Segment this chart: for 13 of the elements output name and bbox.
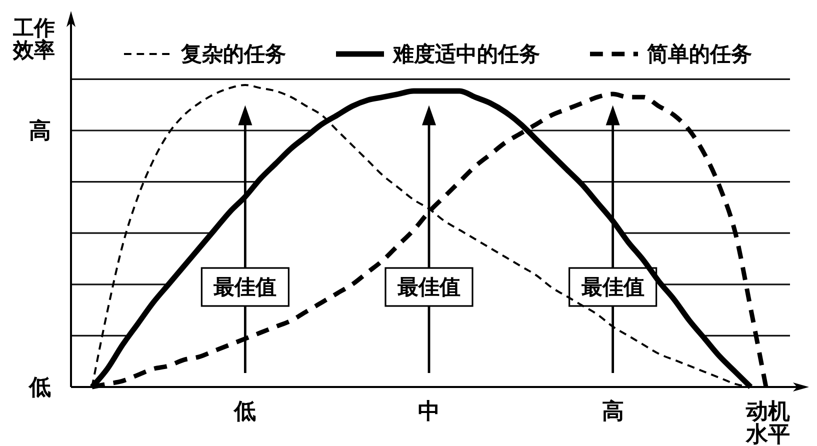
y-axis-title: 工作效率 bbox=[12, 16, 55, 62]
annotation: 最佳值 bbox=[212, 275, 277, 299]
legend-label: 难度适中的任务 bbox=[392, 42, 540, 66]
x-axis-title: 动机水平 bbox=[745, 398, 790, 446]
text: 低 bbox=[28, 374, 51, 400]
legend-label: 简单的任务 bbox=[646, 42, 752, 66]
legend-label: 复杂的任务 bbox=[180, 42, 286, 66]
x-tick-label: 高 bbox=[602, 398, 624, 424]
annotation: 最佳值 bbox=[580, 275, 644, 299]
text: 高 bbox=[29, 118, 51, 143]
x-tick-label: 低 bbox=[233, 398, 256, 424]
x-tick-label: 中 bbox=[418, 398, 440, 424]
annotation: 最佳值 bbox=[396, 275, 460, 299]
